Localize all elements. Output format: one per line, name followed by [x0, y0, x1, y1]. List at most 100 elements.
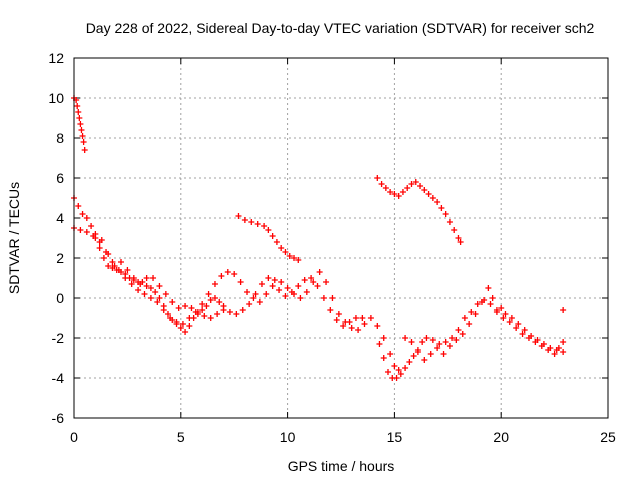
data-point	[329, 295, 336, 301]
data-point	[265, 227, 272, 233]
data-point	[478, 299, 485, 305]
data-point	[489, 295, 496, 301]
data-point	[263, 291, 270, 297]
y-tick-label: 10	[48, 90, 64, 106]
data-point	[352, 315, 359, 321]
data-point	[382, 185, 389, 191]
data-point	[440, 351, 447, 357]
data-point	[124, 267, 131, 273]
data-point	[271, 277, 278, 283]
data-point	[199, 307, 206, 313]
data-point	[156, 283, 163, 289]
data-point	[429, 337, 436, 343]
data-point	[551, 351, 558, 357]
data-point	[167, 315, 174, 321]
data-point	[205, 291, 212, 297]
data-point	[560, 307, 567, 313]
data-point	[216, 299, 223, 305]
data-point	[220, 307, 227, 313]
data-point	[436, 341, 443, 347]
data-point	[461, 315, 468, 321]
data-point	[434, 345, 441, 351]
data-point	[359, 315, 366, 321]
data-point	[323, 279, 330, 285]
data-point	[235, 213, 242, 219]
data-point	[519, 331, 526, 337]
data-point	[314, 283, 321, 289]
data-point	[201, 313, 208, 319]
series-seg-a	[71, 95, 88, 153]
series-seg-d	[92, 231, 402, 373]
data-point	[115, 267, 122, 273]
x-tick-label: 10	[280, 429, 296, 445]
data-point	[438, 205, 445, 211]
data-point	[320, 295, 327, 301]
data-point	[395, 367, 402, 373]
y-tick-label: 6	[56, 170, 64, 186]
data-point	[256, 299, 263, 305]
data-point	[404, 185, 411, 191]
data-point	[387, 189, 394, 195]
data-point	[355, 327, 362, 333]
data-point	[147, 285, 154, 291]
data-point	[498, 305, 505, 311]
y-tick-label: 12	[48, 50, 64, 66]
data-point	[395, 193, 402, 199]
data-point	[226, 309, 233, 315]
data-point	[143, 283, 150, 289]
data-point	[92, 231, 99, 237]
data-point	[261, 223, 268, 229]
x-tick-label: 0	[70, 429, 78, 445]
data-point	[248, 219, 255, 225]
data-point	[446, 219, 453, 225]
data-point	[182, 329, 189, 335]
data-point	[182, 303, 189, 309]
series-seg-c	[71, 225, 366, 329]
data-point	[75, 203, 82, 209]
data-point	[199, 301, 206, 307]
data-point	[276, 287, 283, 293]
data-point	[391, 363, 398, 369]
plot-frame	[73, 57, 609, 419]
data-point	[203, 303, 210, 309]
data-point	[459, 331, 466, 337]
data-points	[71, 95, 567, 381]
data-point	[117, 259, 124, 265]
data-point	[83, 229, 90, 235]
data-point	[78, 127, 85, 133]
data-point	[508, 315, 515, 321]
data-point	[79, 211, 86, 217]
data-point	[207, 297, 214, 303]
x-tick-label: 5	[177, 429, 185, 445]
data-point	[397, 371, 404, 377]
data-point	[105, 263, 112, 269]
data-point	[412, 179, 419, 185]
chart-title: Day 228 of 2022, Sidereal Day-to-day VTE…	[86, 20, 595, 36]
data-point	[417, 183, 424, 189]
data-point	[141, 291, 148, 297]
data-point	[258, 281, 265, 287]
data-point	[301, 277, 308, 283]
data-point	[98, 237, 105, 243]
y-tick-label: -2	[52, 330, 65, 346]
data-point	[380, 335, 387, 341]
data-point	[297, 295, 304, 301]
data-point	[374, 323, 381, 329]
data-point	[451, 227, 458, 233]
data-point	[399, 189, 406, 195]
data-point	[361, 321, 368, 327]
y-tick-label: -6	[52, 410, 65, 426]
data-point	[282, 249, 289, 255]
axis-ticks: 0 5 10 15 20 25 -6 -4 -2 0 2 4 6 8 10 12	[48, 50, 616, 445]
data-point	[423, 335, 430, 341]
data-point	[79, 133, 86, 139]
data-point	[188, 305, 195, 311]
data-point	[291, 255, 298, 261]
data-point	[295, 283, 302, 289]
data-point	[414, 349, 421, 355]
data-point	[244, 289, 251, 295]
data-point	[374, 175, 381, 181]
data-point	[177, 325, 184, 331]
data-point	[194, 309, 201, 315]
